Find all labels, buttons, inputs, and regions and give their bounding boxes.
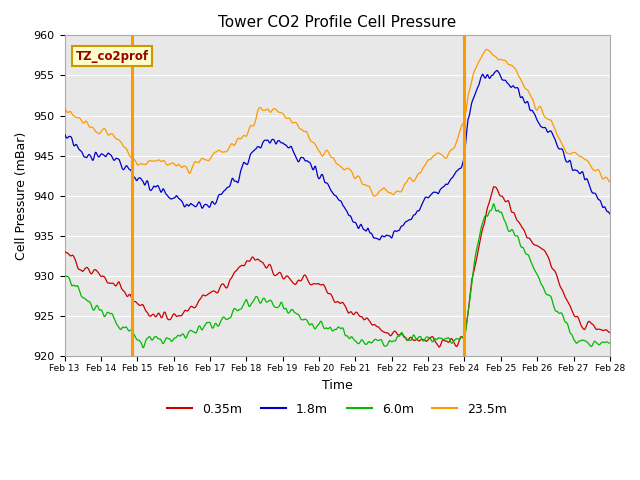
X-axis label: Time: Time [322, 379, 353, 392]
Legend: 0.35m, 1.8m, 6.0m, 23.5m: 0.35m, 1.8m, 6.0m, 23.5m [162, 398, 512, 420]
Text: TZ_co2prof: TZ_co2prof [76, 50, 148, 63]
Y-axis label: Cell Pressure (mBar): Cell Pressure (mBar) [15, 132, 28, 260]
Title: Tower CO2 Profile Cell Pressure: Tower CO2 Profile Cell Pressure [218, 15, 456, 30]
